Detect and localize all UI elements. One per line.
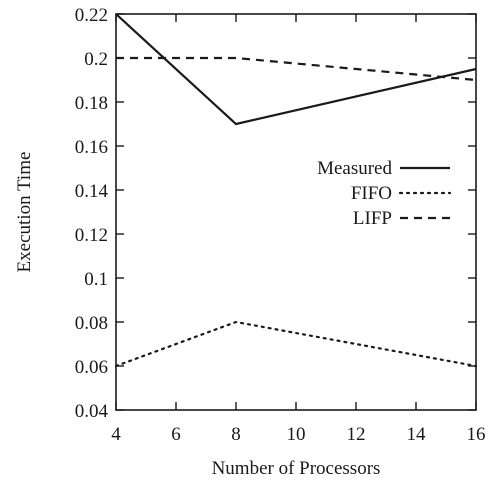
y-tick-label: 0.04 [75, 401, 109, 422]
y-tick-label: 0.16 [75, 137, 108, 158]
x-tick-label: 16 [467, 424, 486, 445]
x-tick-label: 8 [231, 424, 241, 445]
series-line-measured [115, 13, 477, 126]
x-tick-labels: 4 6 8 10 12 14 16 [111, 424, 485, 445]
y-tick-label: 0.08 [75, 313, 108, 334]
series-line-lifp [116, 56, 477, 82]
x-tick-label: 4 [111, 424, 121, 445]
axis-ticks [115, 13, 477, 411]
x-axis-label: Number of Processors [212, 458, 381, 479]
legend-label-lifp: LIFP [353, 208, 392, 229]
x-tick-label: 6 [171, 424, 181, 445]
y-tick-label: 0.1 [84, 269, 108, 290]
series-line-fifo [114, 320, 478, 368]
legend-label-fifo: FIFO [351, 183, 392, 204]
y-tick-label: 0.2 [84, 49, 108, 70]
y-tick-labels: 0.04 0.06 0.08 0.1 0.12 0.14 0.16 0.18 0.2 0.22 [75, 5, 109, 422]
x-tick-label: 14 [407, 424, 427, 445]
y-tick-label: 0.06 [75, 357, 108, 378]
x-tick-label: 12 [347, 424, 366, 445]
plot-frame [115, 13, 477, 411]
y-tick-label: 0.12 [75, 225, 108, 246]
y-tick-label: 0.14 [75, 181, 109, 202]
series-lines [114, 13, 478, 368]
x-tick-label: 10 [287, 424, 306, 445]
legend: Measured FIFO LIFP [317, 158, 452, 229]
y-tick-label: 0.22 [75, 5, 108, 26]
y-tick-label: 0.18 [75, 93, 108, 114]
y-axis-label: Execution Time [14, 152, 35, 273]
legend-label-measured: Measured [317, 158, 392, 179]
